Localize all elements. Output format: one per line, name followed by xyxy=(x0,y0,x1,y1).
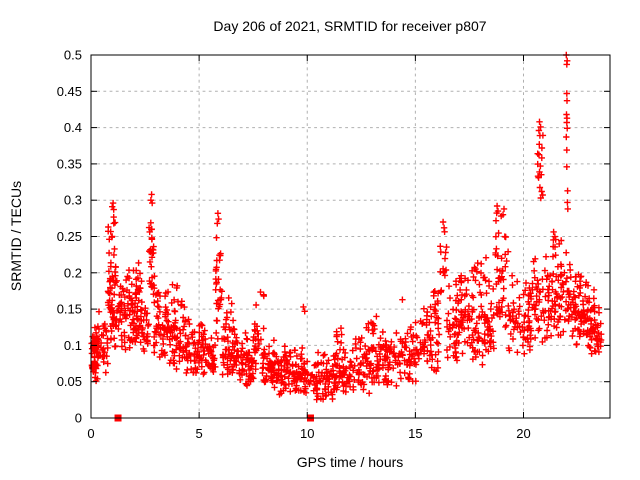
y-tick-label: 0.25 xyxy=(57,229,82,244)
y-axis-label: SRMTID / TECUs xyxy=(8,181,24,291)
x-tick-label: 15 xyxy=(408,426,422,441)
y-tick-label: 0.3 xyxy=(64,193,82,208)
y-tick-label: 0.05 xyxy=(57,374,82,389)
grid-lines xyxy=(91,55,610,418)
x-tick-label: 20 xyxy=(516,426,530,441)
chart-title: Day 206 of 2021, SRMTID for receiver p80… xyxy=(213,18,486,34)
x-tick-label: 5 xyxy=(196,426,203,441)
y-tick-label: 0.15 xyxy=(57,302,82,317)
axes xyxy=(90,54,611,419)
y-tick-label: 0 xyxy=(75,411,82,426)
y-tick-label: 0.35 xyxy=(57,156,82,171)
x-tick-label: 0 xyxy=(87,426,94,441)
y-tick-label: 0.1 xyxy=(64,338,82,353)
y-tick-label: 0.45 xyxy=(57,84,82,99)
srmtid-scatter-points xyxy=(88,51,605,403)
y-tick-label: 0.4 xyxy=(64,120,82,135)
y-tick-label: 0.2 xyxy=(64,265,82,280)
x-tick-label: 10 xyxy=(300,426,314,441)
x-axis-label: GPS time / hours xyxy=(297,454,404,470)
tick-labels: 0 5 10 15 20 0 0.05 0.1 0.15 0.2 0.25 0.3 0.35 0.4 0.4… xyxy=(57,48,531,442)
y-tick-label: 0.5 xyxy=(64,48,82,63)
